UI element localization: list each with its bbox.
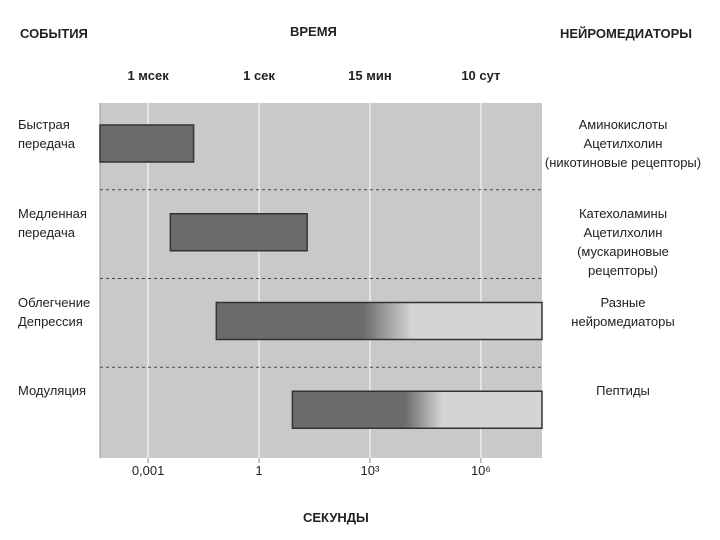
top-tick-label: 10 сут — [461, 68, 500, 83]
top-tick-label: 1 сек — [243, 68, 275, 83]
mediator-label: Пептиды — [596, 383, 650, 399]
bar — [291, 390, 543, 429]
x-tick-label: 10³ — [361, 463, 380, 478]
x-tick-label: 0,001 — [132, 463, 165, 478]
x-tick-label: 1 — [255, 463, 262, 478]
category-label: Медленная передача — [18, 205, 87, 240]
x-axis-label: СЕКУНДЫ — [303, 510, 369, 525]
x-tick-label: 10⁶ — [471, 463, 491, 478]
bar — [169, 213, 308, 252]
mediator-label: Аминокислоты Ацетилхолин (никотиновые ре… — [544, 117, 702, 170]
bar — [99, 124, 195, 163]
bar — [215, 301, 543, 341]
header-right: НЕЙРОМЕДИАТОРЫ — [560, 26, 692, 41]
category-label: Быстрая передача — [18, 117, 75, 151]
mediator-label: Разные нейромедиаторы — [571, 294, 675, 329]
top-tick-label: 15 мин — [348, 68, 392, 83]
category-label: Облегчение Депрессия — [18, 294, 91, 329]
top-tick-label: 1 мсек — [127, 68, 169, 83]
header-left: СОБЫТИЯ — [20, 26, 88, 41]
header-center: ВРЕМЯ — [290, 24, 337, 39]
mediator-label: Катехоламины Ацетилхолин (мускариновые р… — [577, 205, 669, 278]
category-label: Модуляция — [18, 383, 87, 399]
